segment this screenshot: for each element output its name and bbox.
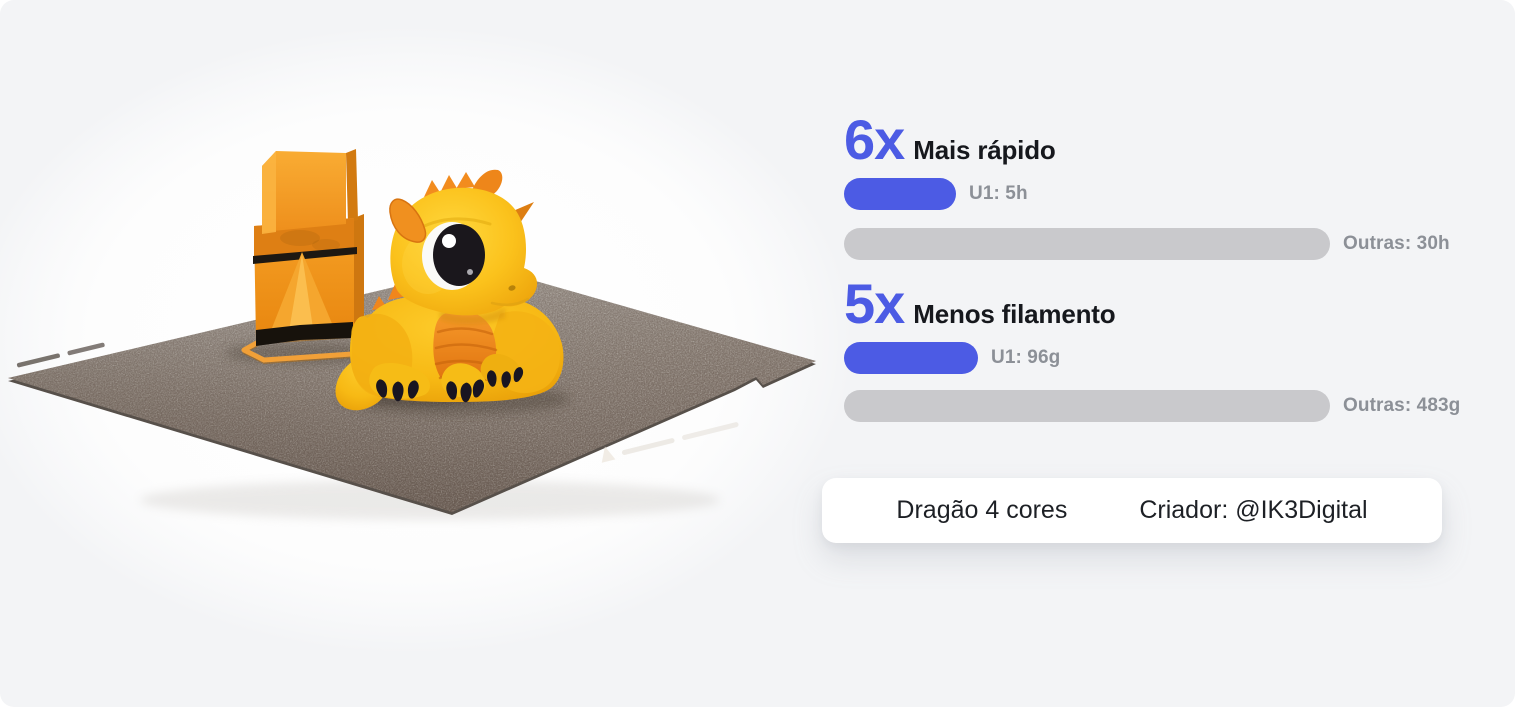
plate-slots — [16, 342, 105, 368]
dragon-brow — [418, 217, 492, 230]
bar-filament-u1 — [844, 342, 978, 374]
dragon-neck-shadow — [440, 308, 505, 325]
bar-speed-u1 — [844, 178, 956, 210]
creator-credit: Criador: @IK3Digital — [1139, 496, 1368, 524]
stats-panel: 6x Mais rápido U1: 5h Outras: 30h 5x Men… — [822, 0, 1504, 707]
bar-filament-others — [844, 390, 1330, 422]
bar-row-speed-u1: U1: 5h — [844, 178, 1028, 210]
bar-label-filament-u1: U1: 96g — [991, 347, 1061, 368]
multiplier-filament: 5x — [844, 272, 905, 335]
model-name: Dragão 4 cores — [896, 496, 1068, 524]
bar-label-speed-others: Outras: 30h — [1343, 233, 1450, 254]
dragon-muzzle — [490, 285, 530, 307]
stat-title-speed: Mais rápido — [913, 135, 1056, 165]
multiplier-speed: 6x — [844, 108, 905, 171]
plate-brand-mark — [601, 422, 739, 463]
stat-title-filament: Menos filamento — [913, 299, 1116, 329]
bar-row-filament-u1: U1: 96g — [844, 342, 1060, 374]
dragon-eye — [422, 222, 485, 290]
dragon-feet — [369, 353, 525, 403]
bar-label-filament-others: Outras: 483g — [1343, 395, 1461, 416]
bar-label-speed-u1: U1: 5h — [969, 183, 1028, 204]
stat-heading-speed: 6x Mais rápido — [844, 112, 1056, 168]
bar-row-speed-others: Outras: 30h — [844, 228, 1450, 260]
purge-tower — [241, 149, 373, 365]
bar-speed-others — [844, 228, 1330, 260]
dragon-horn — [389, 198, 427, 243]
dragon-figure — [335, 169, 564, 411]
bar-row-filament-others: Outras: 483g — [844, 390, 1460, 422]
stat-heading-filament: 5x Menos filamento — [844, 272, 1116, 335]
model-info-card: Dragão 4 cores Criador: @IK3Digital — [822, 478, 1442, 543]
